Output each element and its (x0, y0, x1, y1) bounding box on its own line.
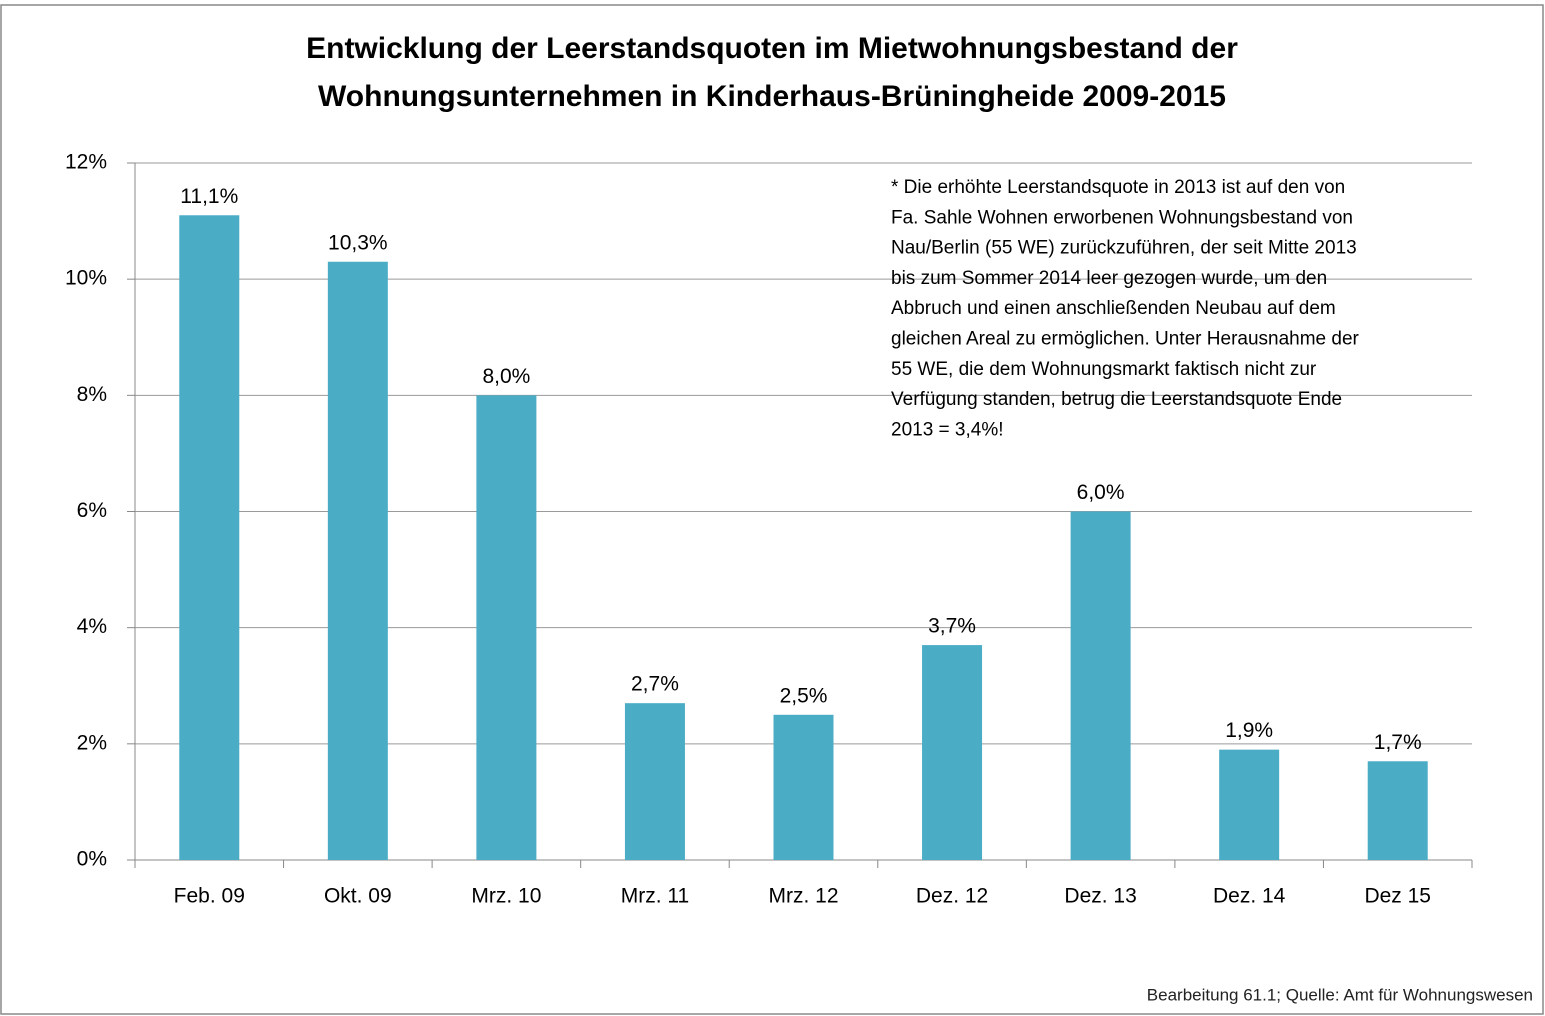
y-tick-label: 6% (77, 499, 107, 522)
chart-title: Wohnungsunternehmen in Kinderhaus-Brünin… (318, 80, 1226, 113)
annotation: bis zum Sommer 2014 leer gezogen wurde, … (891, 268, 1327, 289)
x-tick-label: Mrz. 12 (768, 885, 838, 908)
data-label: 10,3% (328, 231, 388, 254)
data-label: 1,7% (1374, 731, 1422, 754)
x-tick-label: Dez. 14 (1213, 885, 1286, 908)
x-tick-label: Mrz. 10 (471, 885, 541, 908)
y-tick-label: 8% (77, 383, 107, 406)
bar (476, 395, 537, 860)
source: Bearbeitung 61.1; Quelle: Amt für Wohnun… (1147, 985, 1533, 1004)
chart-title: Entwicklung der Leerstandsquoten im Miet… (306, 32, 1238, 65)
data-label: 2,7% (631, 673, 679, 696)
annotation: Abbruch und einen anschließenden Neubau … (891, 298, 1336, 319)
bar (773, 714, 834, 860)
annotation: * Die erhöhte Leerstandsquote in 2013 is… (891, 177, 1345, 198)
x-tick-label: Feb. 09 (174, 885, 245, 908)
y-tick-label: 10% (65, 267, 107, 290)
x-tick-label: Mrz. 11 (621, 885, 689, 908)
y-tick-label: 0% (77, 848, 107, 871)
annotation: 55 WE, die dem Wohnungsmarkt faktisch ni… (891, 359, 1317, 380)
annotation: gleichen Areal zu ermöglichen. Unter Her… (891, 329, 1360, 350)
x-tick-label: Dez. 12 (916, 885, 988, 908)
annotation: Verfügung standen, betrug die Leerstands… (891, 389, 1342, 410)
y-tick-label: 4% (77, 615, 107, 638)
y-tick-label: 2% (77, 731, 107, 754)
x-tick-label: Dez. 13 (1064, 885, 1136, 908)
y-tick-label: 12% (65, 151, 107, 174)
x-tick-label: Okt. 09 (324, 885, 392, 908)
bar (1070, 511, 1131, 860)
data-label: 1,9% (1225, 719, 1273, 742)
x-tick-label: Dez 15 (1364, 885, 1431, 908)
data-label: 8,0% (482, 365, 530, 388)
bar (922, 645, 983, 860)
bar (624, 703, 685, 860)
data-label: 2,5% (780, 684, 828, 707)
bar (179, 215, 240, 860)
data-label: 3,7% (928, 615, 976, 638)
annotation: Fa. Sahle Wohnen erworbenen Wohnungsbest… (891, 207, 1353, 228)
bar (1219, 749, 1280, 860)
annotation: 2013 = 3,4%! (891, 419, 1004, 440)
bar (1367, 761, 1428, 860)
annotation: Nau/Berlin (55 WE) zurückzuführen, der s… (891, 238, 1357, 259)
bar (327, 261, 388, 860)
chart-frame (0, 4, 1544, 1015)
data-label: 11,1% (180, 185, 238, 208)
data-label: 6,0% (1077, 481, 1125, 504)
